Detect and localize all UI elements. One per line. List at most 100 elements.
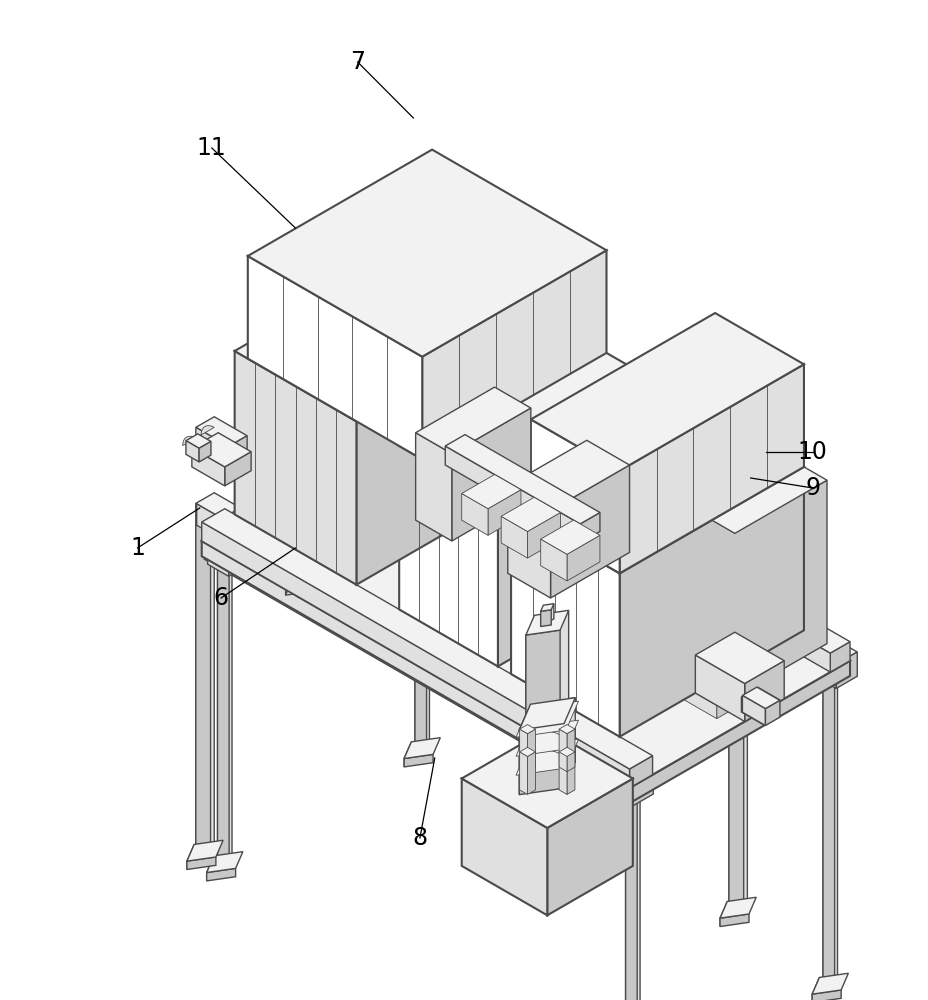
Polygon shape (461, 778, 547, 915)
Polygon shape (540, 539, 566, 581)
Polygon shape (501, 497, 560, 532)
Polygon shape (222, 508, 240, 540)
Polygon shape (629, 661, 849, 803)
Polygon shape (208, 540, 228, 576)
Polygon shape (201, 414, 849, 788)
Polygon shape (719, 914, 748, 927)
Polygon shape (196, 503, 222, 540)
Polygon shape (461, 493, 487, 535)
Polygon shape (515, 701, 578, 737)
Polygon shape (228, 436, 247, 468)
Polygon shape (329, 468, 739, 705)
Polygon shape (734, 480, 826, 697)
Polygon shape (811, 990, 840, 1000)
Polygon shape (235, 245, 540, 421)
Text: 6: 6 (213, 586, 228, 610)
Polygon shape (399, 340, 681, 503)
Polygon shape (519, 724, 563, 795)
Polygon shape (822, 672, 837, 680)
Polygon shape (285, 567, 315, 584)
Polygon shape (631, 770, 652, 806)
Polygon shape (515, 739, 578, 775)
Polygon shape (285, 580, 309, 595)
Polygon shape (623, 469, 734, 697)
Polygon shape (206, 856, 213, 881)
Polygon shape (822, 678, 833, 988)
Polygon shape (811, 977, 818, 1000)
Polygon shape (625, 786, 639, 1000)
Polygon shape (508, 440, 629, 511)
Polygon shape (540, 604, 553, 626)
Polygon shape (830, 642, 849, 672)
Polygon shape (204, 523, 652, 782)
Polygon shape (713, 637, 736, 652)
Text: 9: 9 (805, 476, 819, 500)
Polygon shape (408, 417, 835, 688)
Text: 11: 11 (197, 136, 226, 160)
Polygon shape (415, 436, 429, 444)
Polygon shape (192, 433, 251, 467)
Polygon shape (399, 446, 497, 666)
Polygon shape (186, 434, 211, 448)
Polygon shape (713, 624, 742, 641)
Polygon shape (445, 435, 599, 524)
Polygon shape (602, 641, 844, 780)
Polygon shape (206, 868, 236, 881)
Polygon shape (559, 729, 566, 772)
Polygon shape (235, 351, 356, 585)
Polygon shape (201, 509, 651, 769)
Polygon shape (225, 452, 251, 486)
Polygon shape (741, 687, 780, 709)
Polygon shape (540, 610, 550, 626)
Polygon shape (415, 443, 426, 752)
Polygon shape (187, 857, 215, 870)
Polygon shape (378, 502, 706, 696)
Polygon shape (404, 738, 440, 759)
Text: 7: 7 (350, 50, 365, 74)
Polygon shape (623, 653, 844, 804)
Polygon shape (196, 523, 211, 856)
Polygon shape (497, 397, 681, 666)
Polygon shape (248, 256, 421, 459)
Polygon shape (525, 610, 568, 635)
Polygon shape (559, 725, 574, 734)
Polygon shape (187, 840, 223, 861)
Polygon shape (183, 426, 214, 446)
Polygon shape (559, 752, 566, 794)
Polygon shape (706, 686, 716, 696)
Polygon shape (548, 722, 554, 747)
Polygon shape (527, 512, 560, 558)
Polygon shape (566, 729, 574, 772)
Polygon shape (408, 405, 857, 664)
Polygon shape (765, 700, 780, 725)
Polygon shape (378, 496, 716, 692)
Polygon shape (196, 515, 214, 525)
Polygon shape (702, 611, 769, 650)
Polygon shape (566, 752, 574, 794)
Polygon shape (217, 557, 229, 866)
Polygon shape (519, 747, 535, 756)
Polygon shape (741, 687, 780, 710)
Polygon shape (728, 694, 743, 913)
Polygon shape (625, 792, 637, 1000)
Polygon shape (751, 639, 769, 671)
Polygon shape (228, 425, 449, 576)
Polygon shape (527, 729, 535, 772)
Polygon shape (186, 441, 199, 462)
Polygon shape (525, 630, 560, 726)
Polygon shape (811, 973, 847, 994)
Polygon shape (548, 732, 572, 747)
Polygon shape (519, 752, 527, 794)
Polygon shape (196, 427, 228, 468)
Polygon shape (404, 754, 432, 767)
Polygon shape (206, 852, 242, 873)
Polygon shape (550, 465, 629, 598)
Polygon shape (548, 719, 578, 736)
Polygon shape (519, 729, 527, 772)
Polygon shape (515, 720, 578, 756)
Polygon shape (530, 313, 803, 471)
Polygon shape (540, 604, 553, 611)
Polygon shape (196, 417, 247, 446)
Polygon shape (619, 364, 803, 573)
Polygon shape (822, 672, 837, 988)
